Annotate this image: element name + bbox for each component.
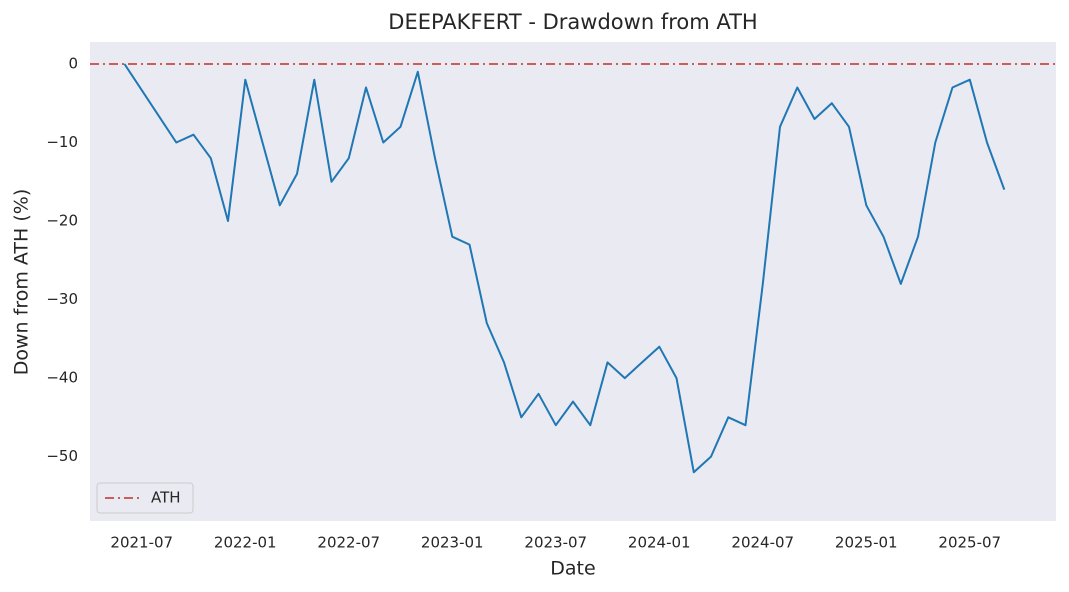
x-tick-label: 2023-07 [524,534,587,552]
chart-title: DEEPAKFERT - Drawdown from ATH [388,10,757,34]
x-tick-label: 2022-01 [214,534,277,552]
y-tick-label: −20 [46,212,78,230]
x-tick-label: 2021-07 [110,534,173,552]
x-tick-label: 2024-07 [731,534,794,552]
y-tick-label: −10 [46,133,78,151]
legend-box [96,482,194,514]
data-line [123,63,1006,474]
x-tick-label: 2024-01 [628,534,691,552]
legend-label: ATH [151,489,181,507]
plot-area [90,42,1056,521]
y-tick-label: 0 [68,54,78,72]
x-tick-label: 2025-01 [835,534,898,552]
x-tick-label: 2025-07 [938,534,1001,552]
y-axis-label: Down from ATH (%) [11,189,33,375]
x-tick-label: 2022-07 [317,534,380,552]
y-tick-label: −40 [46,369,78,387]
y-tick-label: −30 [46,290,78,308]
x-tick-label: 2023-01 [421,534,484,552]
y-tick-label: −50 [46,447,78,465]
x-axis-label: Date [550,558,595,580]
